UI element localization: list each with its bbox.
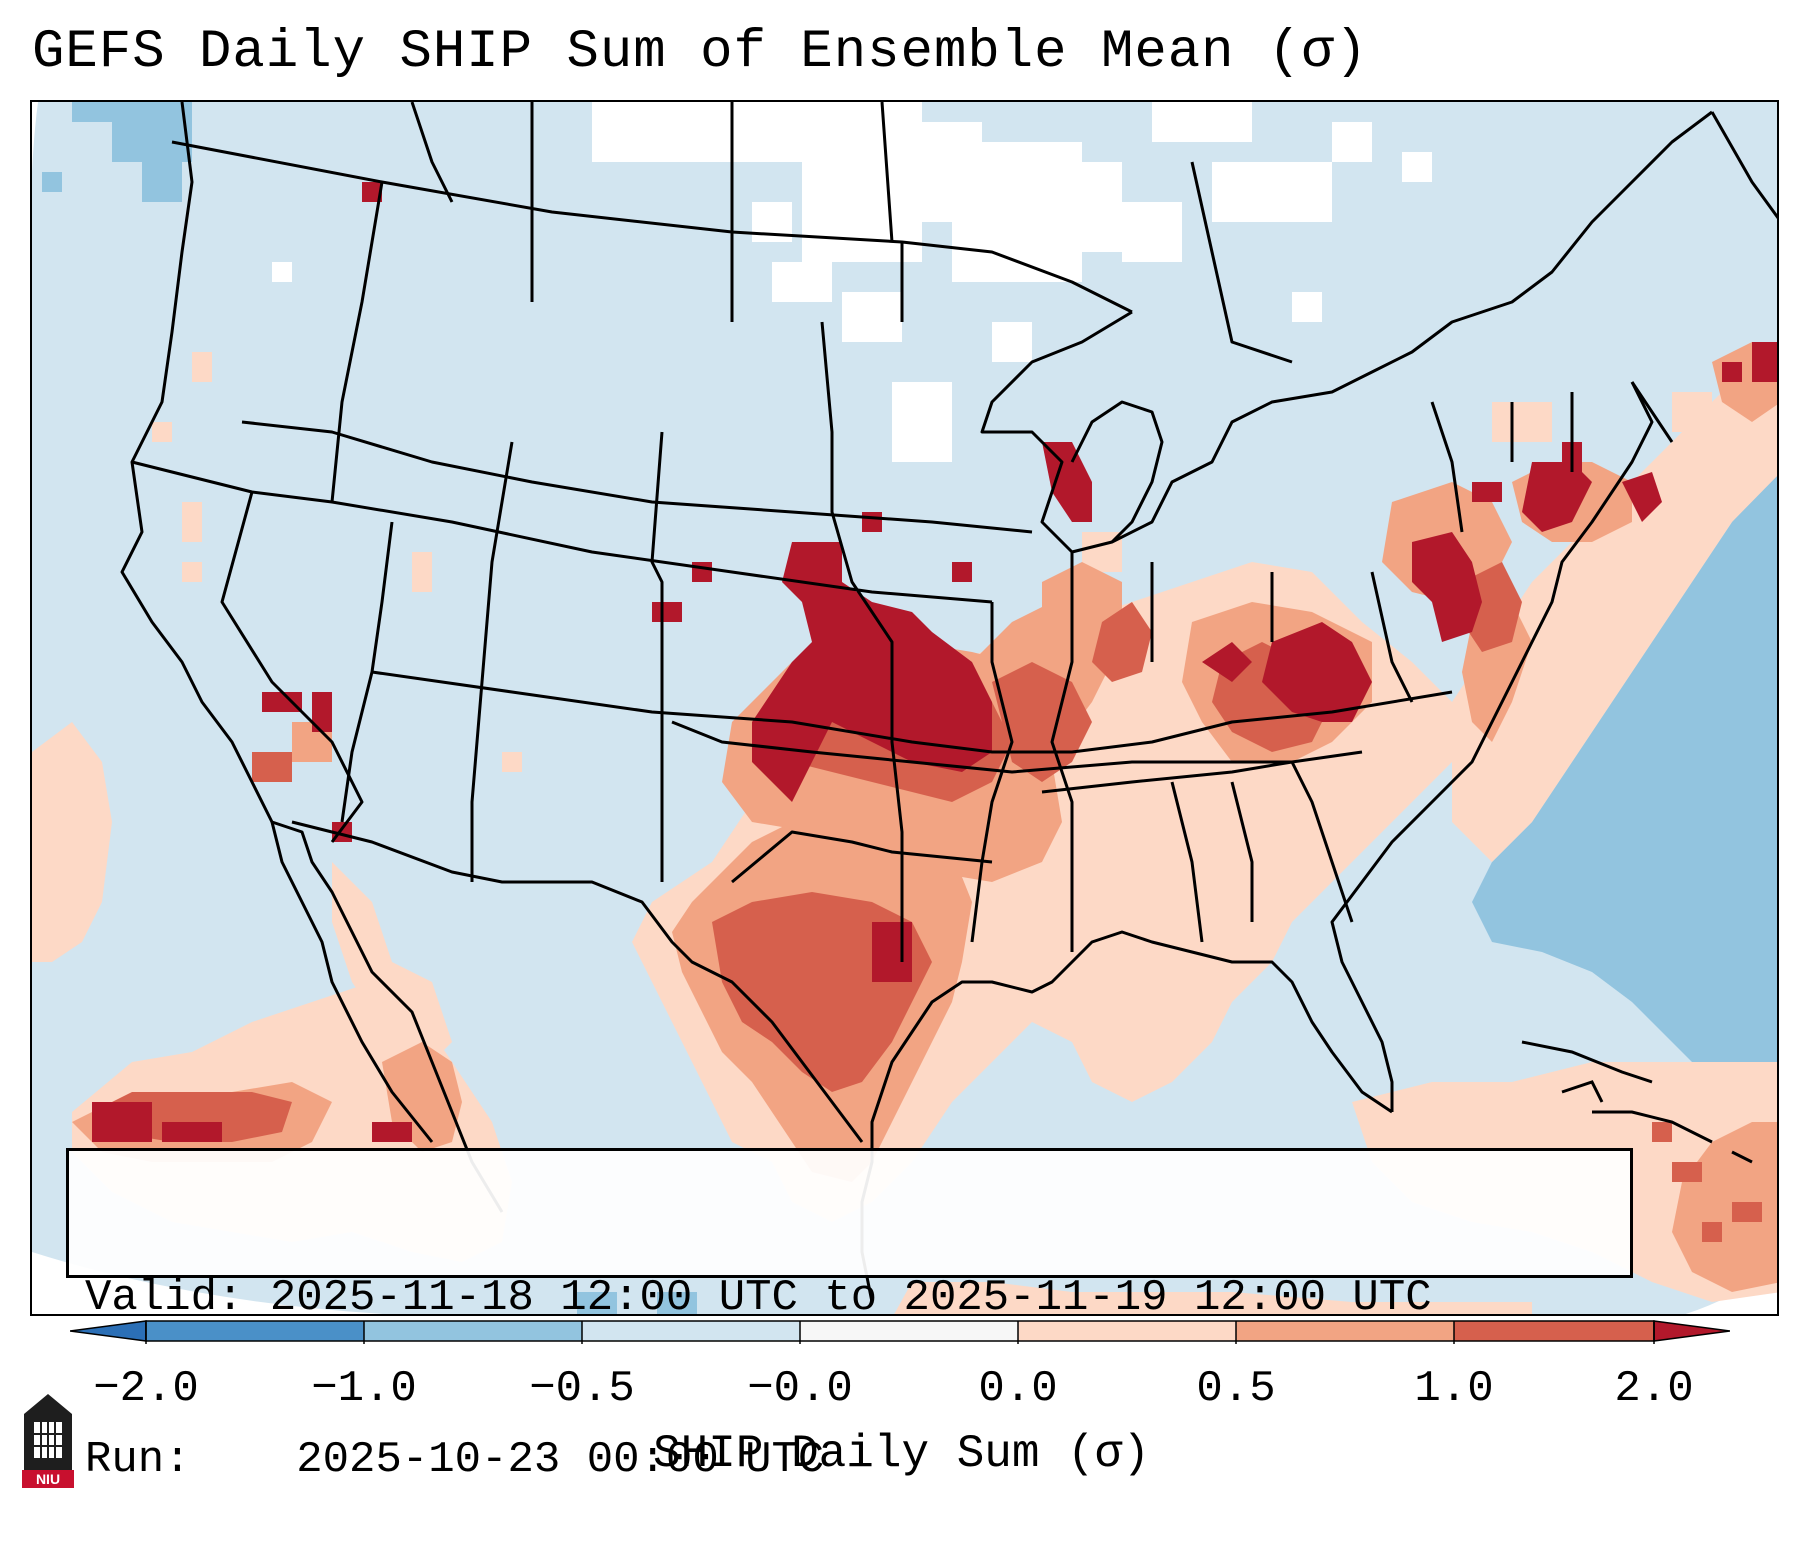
colorbar-label: SHIP Daily Sum (σ) bbox=[653, 1428, 1150, 1480]
northeast-lines bbox=[1430, 381, 1674, 533]
valid-label: Valid: bbox=[85, 1273, 244, 1323]
canada-border bbox=[171, 140, 1133, 314]
caribbean-islands bbox=[1521, 1040, 1753, 1164]
map-panel bbox=[30, 100, 1779, 1316]
colorbar-bin-2 bbox=[364, 1321, 582, 1341]
state-vertical-10 bbox=[1150, 562, 1204, 943]
valid-value: 2025-11-18 12:00 UTC to 2025-11-19 12:00… bbox=[269, 1273, 1432, 1323]
mexico-border bbox=[291, 820, 864, 1143]
state-vertical-8 bbox=[970, 602, 1014, 943]
colorbar-tick-marks bbox=[145, 1321, 1655, 1344]
colorbar-bin-6 bbox=[1236, 1321, 1454, 1341]
baja-west-coast bbox=[270, 821, 434, 1143]
colorbar-tick-label: −1.0 bbox=[311, 1364, 417, 1414]
state-vertical-13 bbox=[1230, 781, 1254, 922]
florida-gulf-coast bbox=[860, 930, 1393, 1303]
run-value: 2025-10-23 00:00 UTC bbox=[296, 1435, 825, 1485]
state-vertical-1 bbox=[330, 181, 384, 503]
state-vertical-5 bbox=[650, 431, 664, 882]
colorbar-extend-low bbox=[70, 1320, 147, 1342]
canada-provinces bbox=[410, 102, 1293, 364]
state-vertical-12 bbox=[1290, 761, 1354, 923]
colorbar-tick-label: −0.0 bbox=[747, 1364, 853, 1414]
valid-line: Valid: 2025-11-18 12:00 UTC to 2025-11-1… bbox=[85, 1271, 1630, 1325]
run-label: Run: bbox=[85, 1435, 191, 1485]
state-line-3 bbox=[371, 670, 1453, 754]
colorbar-bin-7 bbox=[1454, 1321, 1654, 1341]
near-zero-patches bbox=[272, 102, 1432, 462]
colorbar-tick-label: 0.0 bbox=[978, 1364, 1058, 1414]
state-line-4 bbox=[671, 720, 1292, 774]
colorbar-bin-5 bbox=[1018, 1321, 1236, 1341]
east-coast bbox=[1330, 111, 1777, 1112]
colorbar-bin-1 bbox=[146, 1321, 364, 1341]
state-vertical-7 bbox=[820, 321, 904, 962]
great-lakes-outline bbox=[980, 110, 1713, 554]
map-title: GEFS Daily SHIP Sum of Ensemble Mean (σ) bbox=[32, 22, 1369, 83]
state-line-2 bbox=[131, 460, 993, 604]
west-coast bbox=[120, 102, 504, 1213]
state-vertical-11 bbox=[1270, 571, 1414, 703]
state-vertical-4 bbox=[470, 441, 514, 882]
colorbar-tick-label: 1.0 bbox=[1414, 1364, 1494, 1414]
colorbar-tick-label: −2.0 bbox=[93, 1364, 199, 1414]
state-line-6 bbox=[731, 830, 993, 884]
run-line: Run: 2025-10-23 00:00 UTC bbox=[85, 1433, 1630, 1487]
domain-edge-bottom-right bbox=[1685, 1265, 1777, 1314]
niu-logo-icon: NIU bbox=[22, 1394, 74, 1488]
state-vertical-3 bbox=[340, 521, 394, 823]
state-line-5 bbox=[1041, 750, 1363, 794]
colorbar-tick-label: 2.0 bbox=[1614, 1364, 1694, 1414]
lake-michigan bbox=[1070, 400, 1164, 544]
colorbar bbox=[70, 1320, 1730, 1344]
state-vertical-9 bbox=[1050, 552, 1074, 952]
colorbar-extend-high bbox=[1653, 1320, 1730, 1342]
state-vertical-2 bbox=[220, 491, 364, 843]
logo-text: NIU bbox=[36, 1471, 60, 1487]
map-borders bbox=[120, 102, 1777, 1303]
domain-edge-bottom-left bbox=[32, 1252, 384, 1314]
extreme-positive-areas bbox=[92, 182, 1777, 1142]
state-line-1 bbox=[241, 420, 1033, 534]
ship-anomaly-map bbox=[32, 102, 1777, 1314]
state-vertical-6 bbox=[530, 202, 904, 322]
colorbar-tick-label: 0.5 bbox=[1196, 1364, 1276, 1414]
colorbar-tick-label: −0.5 bbox=[529, 1364, 635, 1414]
colorbar-bin-3 bbox=[582, 1321, 800, 1341]
domain-edge-top-left bbox=[32, 102, 38, 172]
valid-run-info-box: Valid: 2025-11-18 12:00 UTC to 2025-11-1… bbox=[66, 1148, 1633, 1485]
colorbar-bin-4 bbox=[800, 1321, 1018, 1341]
